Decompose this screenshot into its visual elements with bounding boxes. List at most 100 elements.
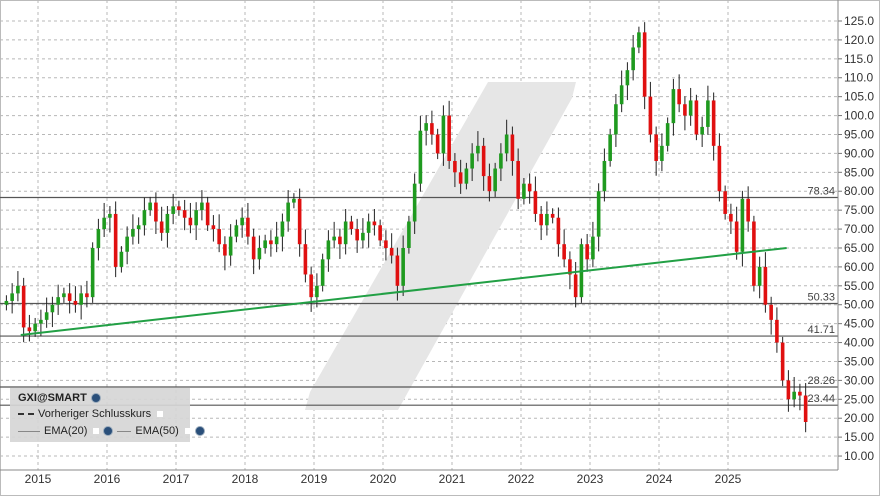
candle-body: [355, 229, 359, 241]
legend-title-row: GXI@SMART: [18, 392, 101, 404]
y-tick-label: 40.00: [844, 336, 874, 350]
candle-body: [142, 210, 147, 226]
y-tick-label: 60.00: [844, 260, 874, 274]
checkbox-icon[interactable]: [157, 411, 164, 417]
candles: [4, 22, 808, 433]
candle-body: [90, 247, 95, 298]
candle-body: [642, 32, 647, 97]
candle-body: [67, 293, 72, 301]
candle-body: [171, 206, 175, 214]
trendline-group: [20, 246, 787, 336]
y-tick-label: 30.00: [844, 373, 874, 387]
y-tick-label: 125.0: [844, 14, 874, 28]
candle-body: [50, 304, 55, 313]
legend-label: Vorheriger Schlusskurs: [38, 408, 152, 420]
candle-body: [550, 213, 555, 218]
candle-body: [671, 89, 676, 124]
candle-body: [458, 172, 463, 184]
checkbox-icon[interactable]: [93, 428, 100, 434]
candle-body: [125, 236, 129, 252]
candle-body: [723, 191, 727, 214]
candle-body: [292, 198, 296, 203]
candle-body: [102, 217, 106, 230]
candle-body: [240, 217, 244, 226]
candle-body: [349, 221, 354, 230]
candle-body: [453, 160, 457, 173]
candle-body: [660, 145, 664, 161]
y-tick-label: 90.00: [844, 146, 874, 160]
candle-body: [332, 236, 336, 241]
candle-body: [27, 327, 32, 332]
legend-symbol: GXI@SMART: [18, 392, 87, 404]
candle-body: [545, 213, 549, 226]
x-tick-label: 2018: [232, 472, 259, 486]
candle-body: [297, 198, 302, 245]
y-tick-label: 105.0: [844, 90, 874, 104]
y-tick-label: 15.00: [844, 430, 874, 444]
candle-body: [568, 259, 572, 275]
candle-body: [223, 244, 227, 256]
candle-body: [343, 221, 348, 245]
candle-body: [188, 217, 193, 226]
globe-icon[interactable]: [90, 393, 101, 403]
price-level-label: 50.33: [807, 291, 835, 303]
candle-body: [746, 198, 750, 222]
checkbox-icon[interactable]: [184, 428, 191, 434]
candle-body: [734, 221, 739, 252]
candle-body: [740, 198, 745, 252]
candle-body: [251, 236, 256, 260]
candle-body: [119, 251, 124, 267]
candle-body: [424, 123, 428, 131]
y-tick-label: 20.00: [844, 411, 874, 425]
candle-body: [407, 221, 411, 248]
candle-body: [614, 104, 618, 135]
candle-body: [487, 176, 492, 192]
candle-body: [562, 244, 566, 260]
x-tick-label: 2015: [25, 472, 52, 486]
candle-body: [108, 213, 112, 218]
candle-body: [326, 240, 331, 260]
candle-body: [499, 153, 503, 169]
x-tick-label: 2021: [439, 472, 466, 486]
x-tick-label: 2019: [301, 472, 328, 486]
candle-body: [780, 342, 785, 381]
candle-body: [113, 213, 118, 267]
legend-item-ema: EMA(20) EMA(50): [18, 425, 205, 437]
candle-body: [338, 236, 342, 245]
candle-body: [648, 96, 653, 135]
candle-body: [234, 225, 239, 237]
candle-body: [246, 217, 250, 237]
candle-body: [21, 285, 26, 328]
candle-body: [372, 221, 377, 226]
candle-body: [533, 191, 538, 214]
candle-body: [194, 210, 198, 226]
candle-body: [182, 210, 187, 218]
candle-body: [430, 123, 434, 135]
candle-body: [769, 304, 773, 320]
y-tick-label: 25.00: [844, 392, 874, 406]
candle-body: [39, 319, 43, 324]
candle-body: [706, 100, 710, 127]
globe-icon[interactable]: [103, 426, 114, 436]
y-tick-label: 85.00: [844, 165, 874, 179]
candle-body: [165, 213, 170, 233]
candle-body: [435, 134, 440, 154]
candle-body: [608, 134, 612, 161]
y-tick-label: 50.00: [844, 298, 874, 312]
candle-body: [493, 168, 497, 192]
globe-icon[interactable]: [194, 426, 205, 436]
candle-body: [481, 145, 486, 177]
candle-body: [16, 285, 20, 294]
candle-body: [683, 104, 687, 116]
candle-body: [694, 100, 699, 135]
trendline: [20, 246, 787, 336]
candle-body: [665, 123, 670, 146]
candle-body: [596, 191, 601, 237]
y-tick-label: 80.00: [844, 184, 874, 198]
candle-body: [286, 202, 290, 222]
candle-body: [516, 160, 520, 199]
candle-body: [677, 89, 681, 105]
candle-body: [154, 202, 158, 222]
candle-body: [56, 297, 60, 305]
candle-body: [79, 293, 83, 305]
